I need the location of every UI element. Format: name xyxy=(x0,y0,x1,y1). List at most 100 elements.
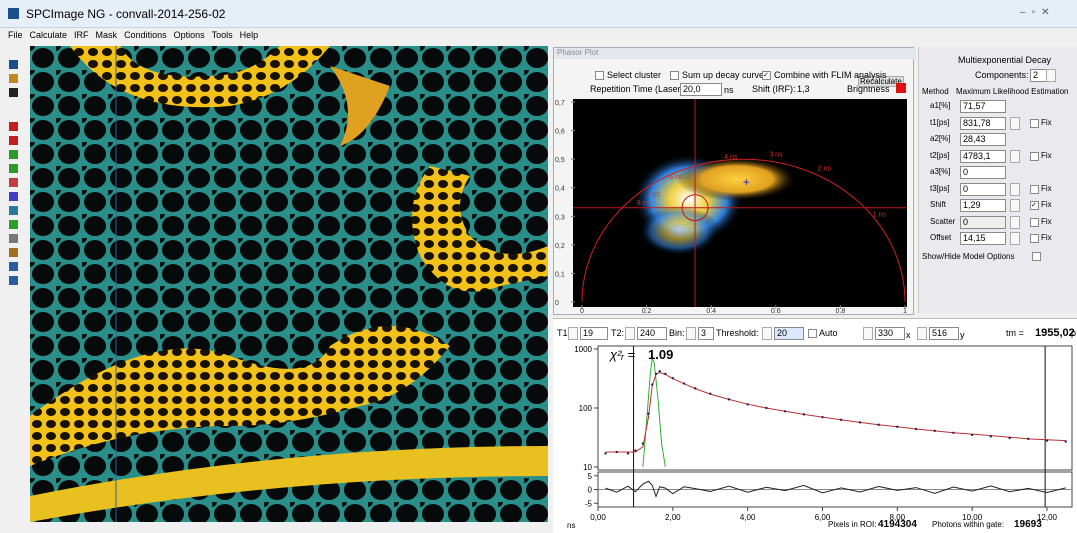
x-tick-label: 0,00 xyxy=(590,513,606,522)
spinner[interactable] xyxy=(1010,150,1020,163)
menu-item[interactable]: Mask xyxy=(96,30,118,40)
tool-button[interactable] xyxy=(9,276,18,285)
menu-item[interactable]: Tools xyxy=(212,30,233,40)
data-point xyxy=(746,403,748,405)
menu-item[interactable]: Help xyxy=(240,30,259,40)
option-label: Sum up decay curve xyxy=(682,70,764,80)
checkbox[interactable] xyxy=(670,71,679,80)
tool-button[interactable] xyxy=(9,192,18,201)
fix-checkbox[interactable]: ✓ xyxy=(1030,201,1039,210)
shift-label: Shift (IRF): xyxy=(752,84,796,94)
menu-item[interactable]: Calculate xyxy=(30,30,68,40)
y-tick-label: 0,7 xyxy=(555,100,565,107)
param-input[interactable]: 1,29 xyxy=(960,199,1006,212)
data-point xyxy=(1008,437,1010,439)
menu-item[interactable]: Options xyxy=(174,30,205,40)
param-input[interactable]: 14,15 xyxy=(960,232,1006,245)
x-tick-label: 0 xyxy=(580,308,584,313)
tool-button[interactable] xyxy=(9,220,18,229)
spinner[interactable] xyxy=(625,327,635,340)
roi-label: Pixels in ROI: xyxy=(828,520,876,529)
y-tick-label: 0,6 xyxy=(555,129,565,136)
tool-button[interactable] xyxy=(9,206,18,215)
fix-checkbox[interactable] xyxy=(1030,218,1039,227)
x-input[interactable]: 330 xyxy=(875,327,905,340)
auto-checkbox[interactable] xyxy=(808,329,817,338)
residual-tick-label: -5 xyxy=(585,499,593,508)
checkbox[interactable] xyxy=(595,71,604,80)
param-input[interactable]: 0 xyxy=(960,216,1006,229)
tool-button[interactable] xyxy=(9,122,18,131)
option-label: Combine with FLIM analysis xyxy=(774,70,887,80)
tool-button[interactable] xyxy=(9,164,18,173)
brightness-swatch[interactable] xyxy=(896,83,906,93)
fix-label: Fix xyxy=(1041,118,1052,127)
roi-value: 4194304 xyxy=(878,519,917,530)
param-input[interactable]: 28,43 xyxy=(960,133,1006,146)
spinner[interactable] xyxy=(1046,69,1056,82)
spinner[interactable] xyxy=(1010,232,1020,245)
method: Maximum Likelihood Estimation xyxy=(956,87,1069,96)
tm-label: tm = xyxy=(1006,328,1024,338)
menu-item[interactable]: File xyxy=(8,30,23,40)
spinner[interactable] xyxy=(1010,216,1020,229)
threshold-input[interactable]: 20 xyxy=(774,327,804,340)
tool-button[interactable] xyxy=(9,136,18,145)
spinner[interactable] xyxy=(686,327,696,340)
param-input[interactable]: 0 xyxy=(960,166,1006,179)
param-label: t2[ps] xyxy=(930,151,950,160)
lifetime-label: 1 ns xyxy=(873,211,887,218)
show-hide-label: Show/Hide Model Options xyxy=(922,252,1015,261)
param-input[interactable]: 4783,1 xyxy=(960,150,1006,163)
spinner[interactable] xyxy=(762,327,772,340)
y-input[interactable]: 516 xyxy=(929,327,959,340)
tool-button[interactable] xyxy=(9,178,18,187)
data-point xyxy=(859,421,861,423)
window-buttons[interactable]: –▫✕ xyxy=(1020,7,1056,18)
spinner[interactable] xyxy=(863,327,873,340)
tool-button[interactable] xyxy=(9,88,18,97)
spinner[interactable] xyxy=(917,327,927,340)
data-point xyxy=(765,407,767,409)
phasor-title: Phasor Plot xyxy=(554,48,916,59)
param-input[interactable]: 831,78 xyxy=(960,117,1006,130)
components-label: Components: xyxy=(975,70,1029,80)
tool-button[interactable] xyxy=(9,248,18,257)
fix-checkbox[interactable] xyxy=(1030,234,1039,243)
spinner[interactable] xyxy=(1010,183,1020,196)
menu-item[interactable]: Conditions xyxy=(124,30,167,40)
page: SPCImage NG {"window": {"title": "SPCIma… xyxy=(0,0,1077,532)
y-tick-label: 1000 xyxy=(574,345,592,354)
fix-checkbox[interactable] xyxy=(1030,119,1039,128)
data-point xyxy=(915,428,917,430)
data-point xyxy=(990,435,992,437)
lifetime-label: 3 ns xyxy=(769,151,783,158)
param-input[interactable]: 0 xyxy=(960,183,1006,196)
menu-item[interactable]: IRF xyxy=(74,30,89,40)
y-tick-label: 0,5 xyxy=(555,157,565,164)
tool-button[interactable] xyxy=(9,234,18,243)
fix-checkbox[interactable] xyxy=(1030,185,1039,194)
t1-input[interactable]: 19 xyxy=(580,327,608,340)
spinner[interactable] xyxy=(1010,117,1020,130)
tool-button[interactable] xyxy=(9,60,18,69)
bin-input[interactable]: 3 xyxy=(698,327,714,340)
t2-input[interactable]: 240 xyxy=(637,327,667,340)
checkbox[interactable]: ✓ xyxy=(762,71,771,80)
fix-label: Fix xyxy=(1041,184,1052,193)
y-tick-label: 0 xyxy=(555,300,559,307)
lifetime-label: 2 ns xyxy=(818,166,832,173)
spinner[interactable] xyxy=(1010,199,1020,212)
fix-checkbox[interactable] xyxy=(1030,152,1039,161)
spinner[interactable] xyxy=(568,327,578,340)
data-point xyxy=(821,416,823,418)
tool-button[interactable] xyxy=(9,74,18,83)
tool-button[interactable] xyxy=(9,150,18,159)
tool-button[interactable] xyxy=(9,262,18,271)
fix-label: Fix xyxy=(1041,151,1052,160)
show-hide-checkbox[interactable] xyxy=(1032,252,1041,261)
data-point xyxy=(877,424,879,426)
x-tick-label: 4,00 xyxy=(740,513,756,522)
param-input[interactable]: 71,57 xyxy=(960,100,1006,113)
title-bar: SPCImage NG - convall-2014-256-02 –▫✕ xyxy=(0,0,1077,28)
